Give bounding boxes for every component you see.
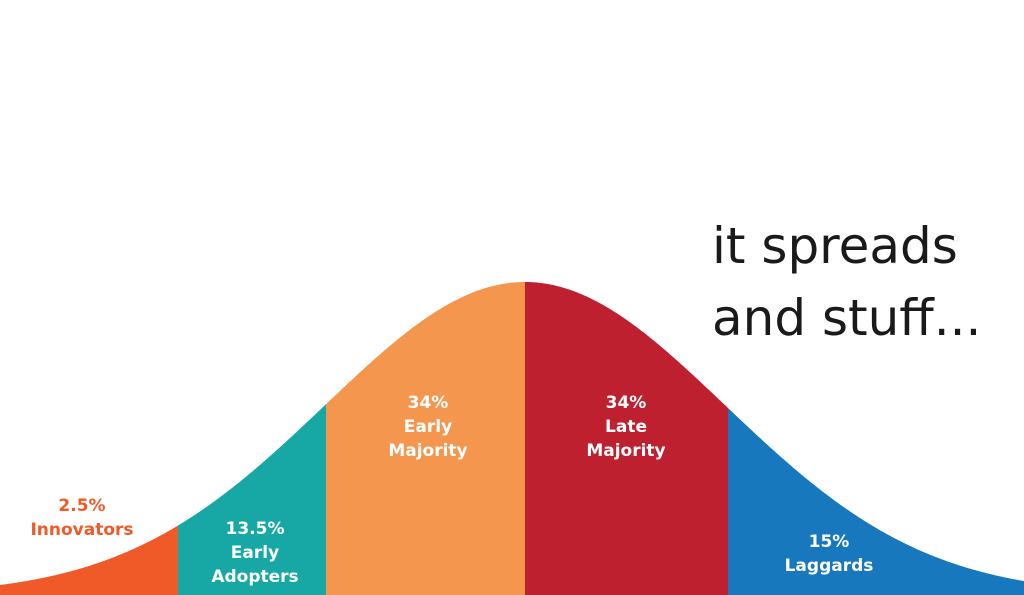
curve-segment-0	[0, 525, 178, 595]
segment-percent: 15%	[809, 532, 850, 552]
segment-name: Early	[231, 543, 279, 563]
segment-name: Majority	[586, 441, 665, 461]
segment-percent: 34%	[606, 393, 647, 413]
segment-label-1: 13.5% Early Adopters	[211, 519, 298, 587]
curve-segment-1	[178, 404, 326, 595]
segment-percent: 13.5%	[226, 519, 285, 539]
segment-name: Adopters	[211, 567, 298, 587]
caption-line-1: it spreads	[712, 217, 958, 275]
segment-percent: 34%	[408, 393, 449, 413]
caption: it spreads and stuff...	[712, 210, 981, 354]
segment-name: Majority	[388, 441, 467, 461]
curve-segment-2	[326, 282, 525, 595]
segment-percent: 2.5%	[58, 496, 105, 516]
segment-label-3: 34% Late Majority	[586, 393, 665, 461]
curve-segment-4	[728, 408, 1024, 595]
segment-name: Early	[404, 417, 452, 437]
curve-segment-3	[525, 282, 728, 595]
segment-name: Late	[605, 417, 647, 437]
segment-label-4: 15% Laggards	[785, 532, 874, 576]
segment-label-0: 2.5% Innovators	[30, 496, 133, 540]
segment-name: Laggards	[785, 556, 874, 576]
segment-name: Innovators	[30, 520, 133, 540]
segment-label-2: 34% Early Majority	[388, 393, 467, 461]
caption-line-2: and stuff...	[712, 289, 982, 347]
